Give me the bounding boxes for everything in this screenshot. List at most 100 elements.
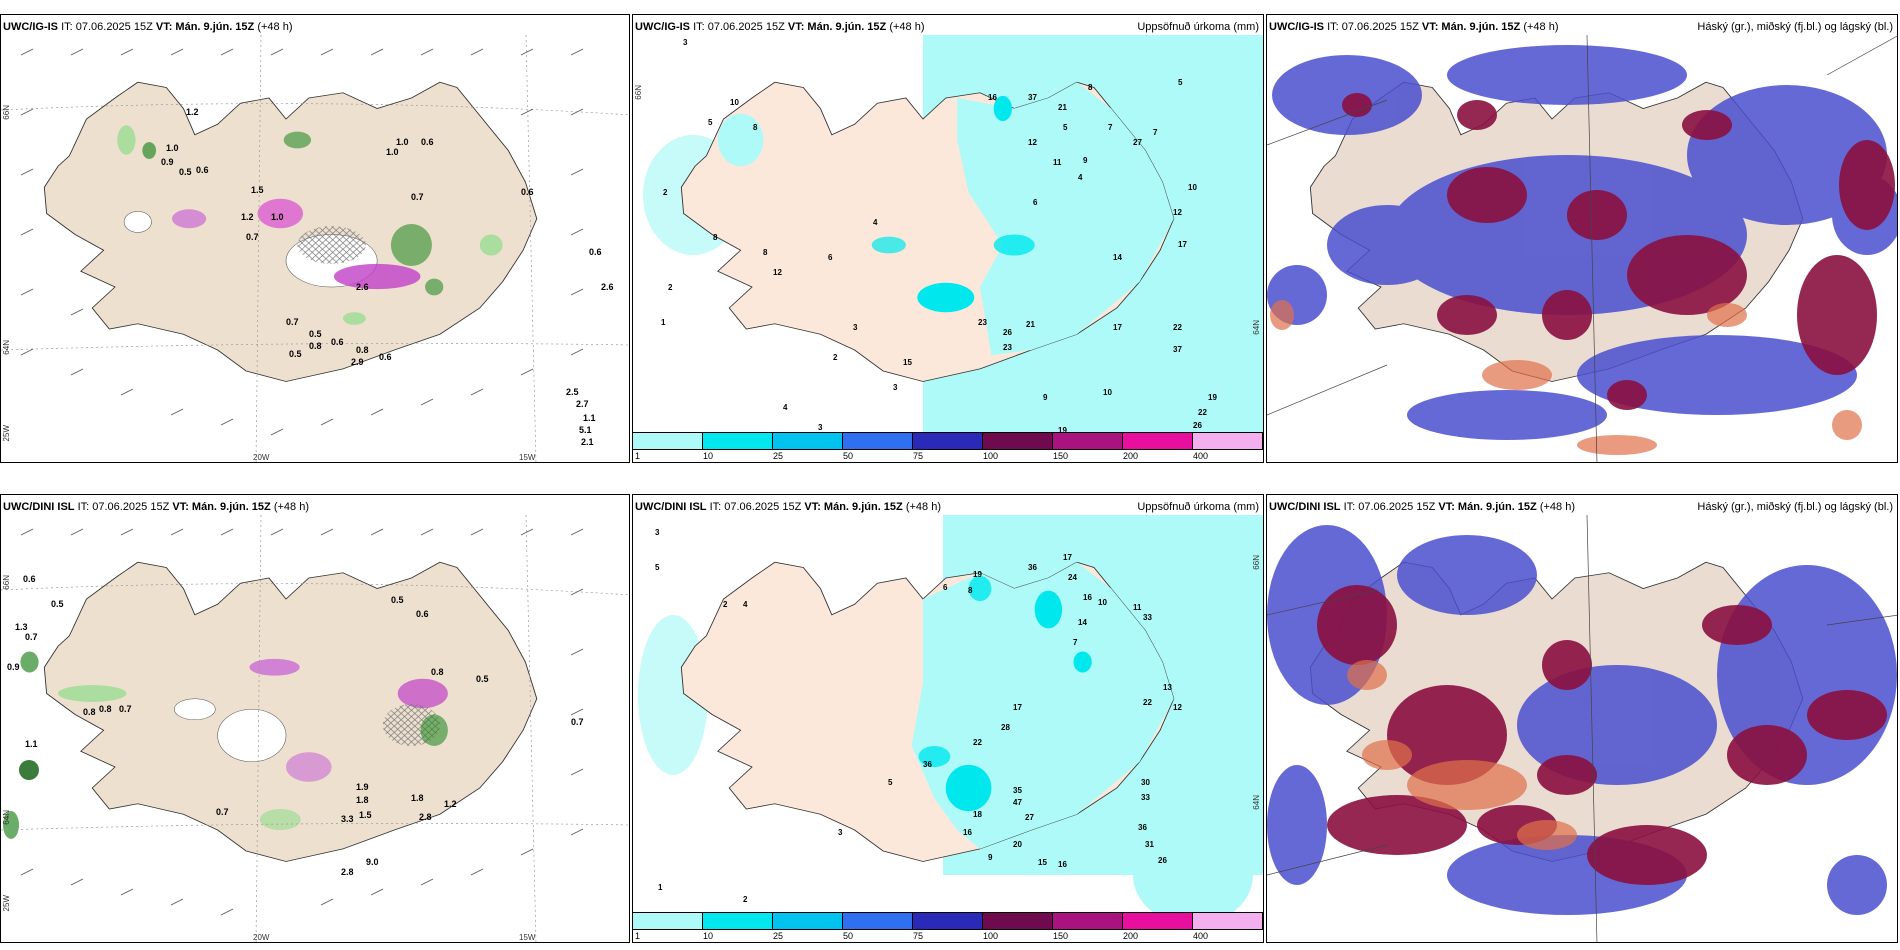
svg-text:37: 37 xyxy=(1028,93,1037,102)
wind-value-bottom: 0.6 xyxy=(416,609,429,619)
wind-value-top: 0.6 xyxy=(331,337,344,347)
precip-title: Uppsöfnuð úrkoma (mm) xyxy=(1137,21,1259,33)
svg-text:27: 27 xyxy=(1133,138,1142,147)
wind-value-top: 2.7 xyxy=(576,399,589,409)
wind-value-top: 1.5 xyxy=(251,185,264,195)
svg-text:23: 23 xyxy=(1003,343,1012,352)
colorbar-tick: 100 xyxy=(983,451,999,461)
wind-value-bottom: 0.9 xyxy=(7,662,20,672)
svg-text:20: 20 xyxy=(1013,840,1022,849)
wind-value-top: 2.6 xyxy=(356,282,369,292)
svg-text:28: 28 xyxy=(1001,723,1010,732)
wind-value-top: 0.6 xyxy=(421,137,434,147)
colorbar-swatch xyxy=(703,913,773,929)
panel-title: UWC/IG-IS IT: 07.06.2025 15Z VT: Mán. 9.… xyxy=(3,21,293,33)
panel-title: UWC/IG-IS IT: 07.06.2025 15Z VT: Mán. 9.… xyxy=(635,21,925,33)
svg-text:36: 36 xyxy=(1138,823,1147,832)
svg-text:33: 33 xyxy=(1141,793,1150,802)
colorbar-tick: 50 xyxy=(843,451,854,461)
colorbar-swatch xyxy=(983,913,1053,929)
colorbar-tick: 75 xyxy=(913,931,924,941)
cloud-title: Háský (gr.), miðský (fj.bl.) og lágský (… xyxy=(1697,501,1893,513)
wind-value-bottom: 0.7 xyxy=(25,632,38,642)
svg-text:22: 22 xyxy=(1143,698,1152,707)
svg-text:2: 2 xyxy=(743,895,748,904)
wind-value-bottom: 2.8 xyxy=(419,812,432,822)
svg-text:2: 2 xyxy=(668,283,673,292)
svg-text:6: 6 xyxy=(943,583,948,592)
svg-text:31: 31 xyxy=(1145,840,1154,849)
wind-value-bottom: 0.7 xyxy=(216,807,229,817)
svg-text:19: 19 xyxy=(973,570,982,579)
wind-value-top: 5.1 xyxy=(579,425,592,435)
panel-title: UWC/DINI ISL IT: 07.06.2025 15Z VT: Mán.… xyxy=(3,501,309,513)
svg-text:5: 5 xyxy=(1178,78,1183,87)
precip-title: Uppsöfnuð úrkoma (mm) xyxy=(1137,501,1259,513)
wind-value-bottom: 0.5 xyxy=(391,595,404,605)
colorbar-tick: 1 xyxy=(635,931,641,941)
lat-label-64: 64N xyxy=(2,810,11,825)
svg-text:14: 14 xyxy=(1113,253,1122,262)
wind-barbs-top xyxy=(20,48,584,436)
colorbar-swatch xyxy=(703,433,773,449)
map-panel-wind-bottom: 0.6 0.5 1.3 0.7 0.9 0.8 0.8 0.7 1.1 0.7 … xyxy=(0,494,630,943)
svg-text:12: 12 xyxy=(1173,703,1182,712)
colorbar-tick: 150 xyxy=(1053,931,1069,941)
precip-map-top: 3 2 8 5 8 10 6 4 16 37 21 8 12 11 9 27 5… xyxy=(643,35,1263,435)
map-panel-wind-top: 1.2 1.0 0.9 0.6 0.5 1.2 1.0 1.5 1.0 0.6 … xyxy=(0,14,630,463)
svg-text:14: 14 xyxy=(1078,618,1087,627)
svg-text:24: 24 xyxy=(1068,573,1077,582)
svg-text:16: 16 xyxy=(963,828,972,837)
svg-text:8: 8 xyxy=(713,233,718,242)
svg-text:16: 16 xyxy=(1058,860,1067,869)
svg-text:15: 15 xyxy=(903,358,912,367)
wind-value-bottom: 1.8 xyxy=(411,793,424,803)
svg-text:3: 3 xyxy=(683,38,688,47)
panel-title: UWC/DINI ISL IT: 07.06.2025 15Z VT: Mán.… xyxy=(1269,501,1575,513)
wind-value-bottom: 0.8 xyxy=(83,707,96,717)
svg-text:13: 13 xyxy=(1163,683,1172,692)
svg-text:2: 2 xyxy=(833,353,838,362)
panel-title: UWC/IG-IS IT: 07.06.2025 15Z VT: Mán. 9.… xyxy=(1269,21,1559,33)
svg-text:11: 11 xyxy=(1133,603,1142,612)
wind-value-top: 1.2 xyxy=(186,107,199,117)
colorbar-swatch xyxy=(773,913,843,929)
colorbar-swatch xyxy=(843,433,913,449)
wind-value-bottom: 1.9 xyxy=(356,782,369,792)
wind-value-top: 1.1 xyxy=(583,413,596,423)
wind-value-top: 2.6 xyxy=(601,282,614,292)
svg-text:1: 1 xyxy=(661,318,666,327)
svg-text:27: 27 xyxy=(1025,813,1034,822)
svg-text:1: 1 xyxy=(658,883,663,892)
wind-value-bottom: 1.8 xyxy=(356,795,369,805)
map-panel-cloud-bottom: UWC/DINI ISL IT: 07.06.2025 15Z VT: Mán.… xyxy=(1266,494,1898,943)
svg-text:15: 15 xyxy=(1038,858,1047,867)
lat-label-64: 64N xyxy=(1252,795,1261,810)
cloud-map-top xyxy=(1267,34,1897,462)
colorbar-tick: 10 xyxy=(703,451,714,461)
wind-value-bottom: 0.5 xyxy=(51,599,64,609)
svg-text:10: 10 xyxy=(1098,598,1107,607)
wind-value-top: 0.6 xyxy=(196,165,209,175)
lon-label-25: 25W xyxy=(2,425,11,442)
colorbar-swatch xyxy=(1053,433,1123,449)
svg-text:10: 10 xyxy=(1103,388,1112,397)
wind-value-bottom: 0.6 xyxy=(23,574,36,584)
svg-text:9: 9 xyxy=(1043,393,1048,402)
wind-value-top: 1.0 xyxy=(166,143,179,153)
colorbar-swatch xyxy=(1123,913,1193,929)
svg-text:22: 22 xyxy=(973,738,982,747)
colorbar-tick: 10 xyxy=(703,931,714,941)
precip-values-bottom: 3 5 2 4 6 8 19 36 17 24 16 14 11 33 22 1… xyxy=(655,528,1182,904)
svg-text:4: 4 xyxy=(783,403,788,412)
wind-value-top: 2.1 xyxy=(581,437,594,447)
svg-text:4: 4 xyxy=(1078,173,1083,182)
precip-values-top: 3 2 8 5 8 10 6 4 16 37 21 8 12 11 9 27 5… xyxy=(661,38,1217,435)
wind-value-top: 0.6 xyxy=(379,352,392,362)
svg-text:21: 21 xyxy=(1026,320,1035,329)
colorbar-bottom: 1 10 25 50 75 100 150 200 400 xyxy=(633,912,1263,942)
wind-value-bottom: 3.3 xyxy=(341,814,354,824)
svg-text:22: 22 xyxy=(1198,408,1207,417)
wind-value-top: 0.6 xyxy=(589,247,602,257)
colorbar-tick: 150 xyxy=(1053,451,1069,461)
